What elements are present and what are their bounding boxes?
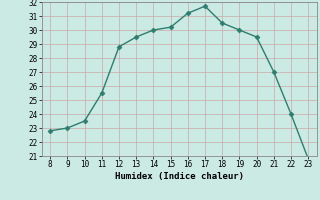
X-axis label: Humidex (Indice chaleur): Humidex (Indice chaleur) [115, 172, 244, 181]
